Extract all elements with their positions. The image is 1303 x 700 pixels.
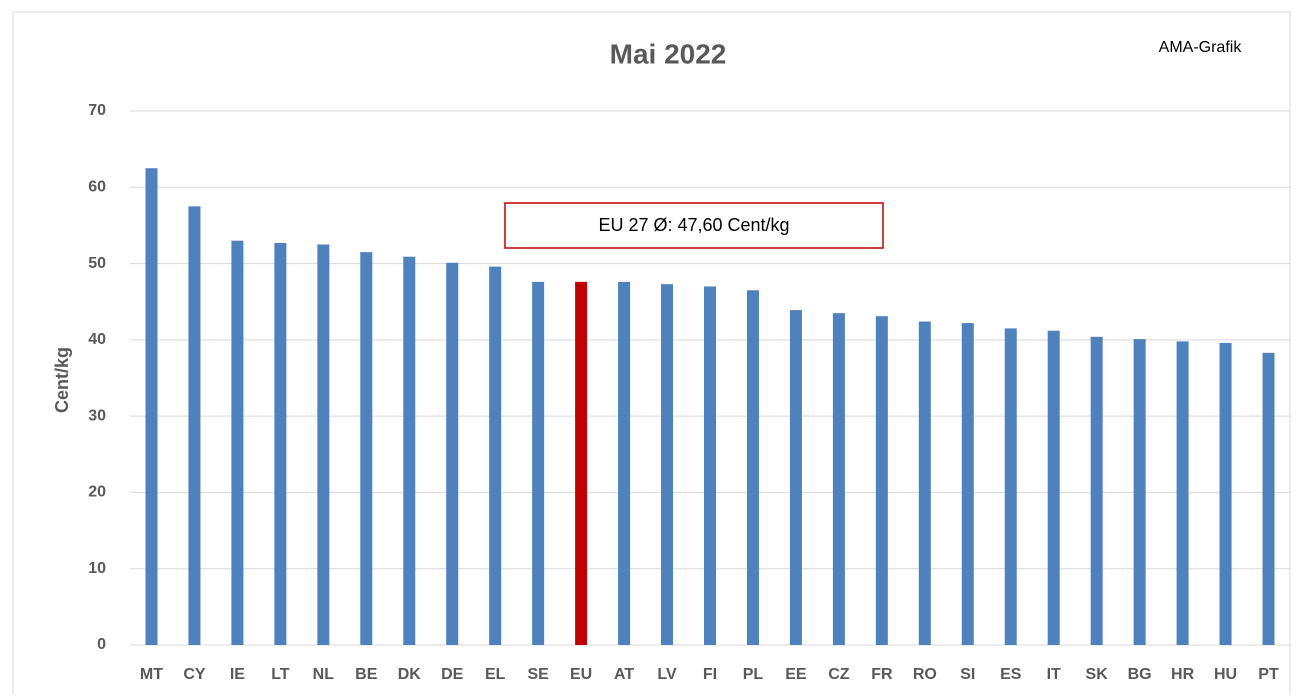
bar	[789, 310, 802, 645]
bar	[274, 242, 287, 645]
bar	[1004, 328, 1017, 645]
annotation: EU 27 Ø: 47,60 Cent/kg	[598, 215, 789, 235]
x-tick-label: HU	[1214, 666, 1237, 683]
x-tick-label: IT	[1047, 666, 1061, 683]
source-note: AMA-Grafik	[1159, 39, 1243, 56]
bar	[1219, 342, 1232, 645]
bar	[1047, 330, 1060, 645]
y-tick-label: 20	[88, 484, 106, 501]
x-tick-label: DK	[398, 666, 422, 683]
bar	[1090, 336, 1103, 645]
bar	[575, 281, 588, 645]
x-tick-label: AT	[614, 666, 634, 683]
bar	[704, 286, 716, 645]
bar	[403, 256, 416, 645]
x-tick-label: SE	[527, 666, 549, 683]
bar	[832, 313, 845, 645]
x-tick-label: MT	[140, 666, 163, 683]
x-tick-label: EL	[485, 666, 506, 683]
x-tick-label: PT	[1258, 666, 1279, 683]
x-tick-label: LT	[271, 666, 290, 683]
bar	[231, 240, 244, 645]
x-tick-label: EE	[785, 666, 807, 683]
bar	[1262, 352, 1275, 645]
x-tick-label: DE	[441, 666, 464, 683]
bar	[918, 321, 931, 645]
y-tick-label: 40	[88, 331, 106, 348]
x-tick-label: HR	[1171, 666, 1195, 683]
bar	[875, 316, 888, 645]
x-tick-label: EU	[570, 666, 592, 683]
chart-frame	[12, 11, 1291, 700]
x-tick-label: BG	[1128, 666, 1152, 683]
bar	[746, 290, 759, 645]
bar	[489, 266, 502, 645]
x-tick-label: BE	[355, 666, 378, 683]
bar	[1176, 341, 1189, 645]
bar	[961, 323, 974, 645]
x-tick-label: CZ	[828, 666, 850, 683]
x-tick-label: FR	[871, 666, 893, 683]
annotation-box	[504, 202, 884, 249]
y-tick-label: 50	[88, 255, 106, 272]
x-tick-label: SI	[960, 666, 975, 683]
x-tick-label: FI	[703, 666, 717, 683]
x-tick-label: SK	[1086, 666, 1109, 683]
y-tick-label: 10	[88, 560, 106, 577]
bar	[1133, 339, 1146, 645]
bar	[188, 206, 201, 645]
bar	[532, 281, 545, 645]
bar	[317, 244, 330, 645]
bar	[661, 284, 674, 645]
bar	[145, 168, 158, 645]
bar	[618, 281, 631, 645]
y-tick-label: 30	[88, 407, 106, 424]
y-tick-label: 0	[97, 636, 106, 653]
x-tick-label: NL	[313, 666, 335, 683]
x-tick-label: ES	[1000, 666, 1022, 683]
y-tick-label: 70	[88, 102, 106, 119]
bar	[360, 252, 373, 645]
x-tick-label: IE	[230, 666, 245, 683]
x-tick-label: CY	[183, 666, 206, 683]
x-tick-label: RO	[913, 666, 937, 683]
y-axis-label: Cent/kg	[52, 347, 72, 413]
x-tick-label: LV	[657, 666, 677, 683]
chart-title: Mai 2022	[610, 38, 727, 69]
x-tick-label: PL	[743, 666, 764, 683]
y-tick-label: 60	[88, 179, 106, 196]
bar	[446, 262, 459, 645]
